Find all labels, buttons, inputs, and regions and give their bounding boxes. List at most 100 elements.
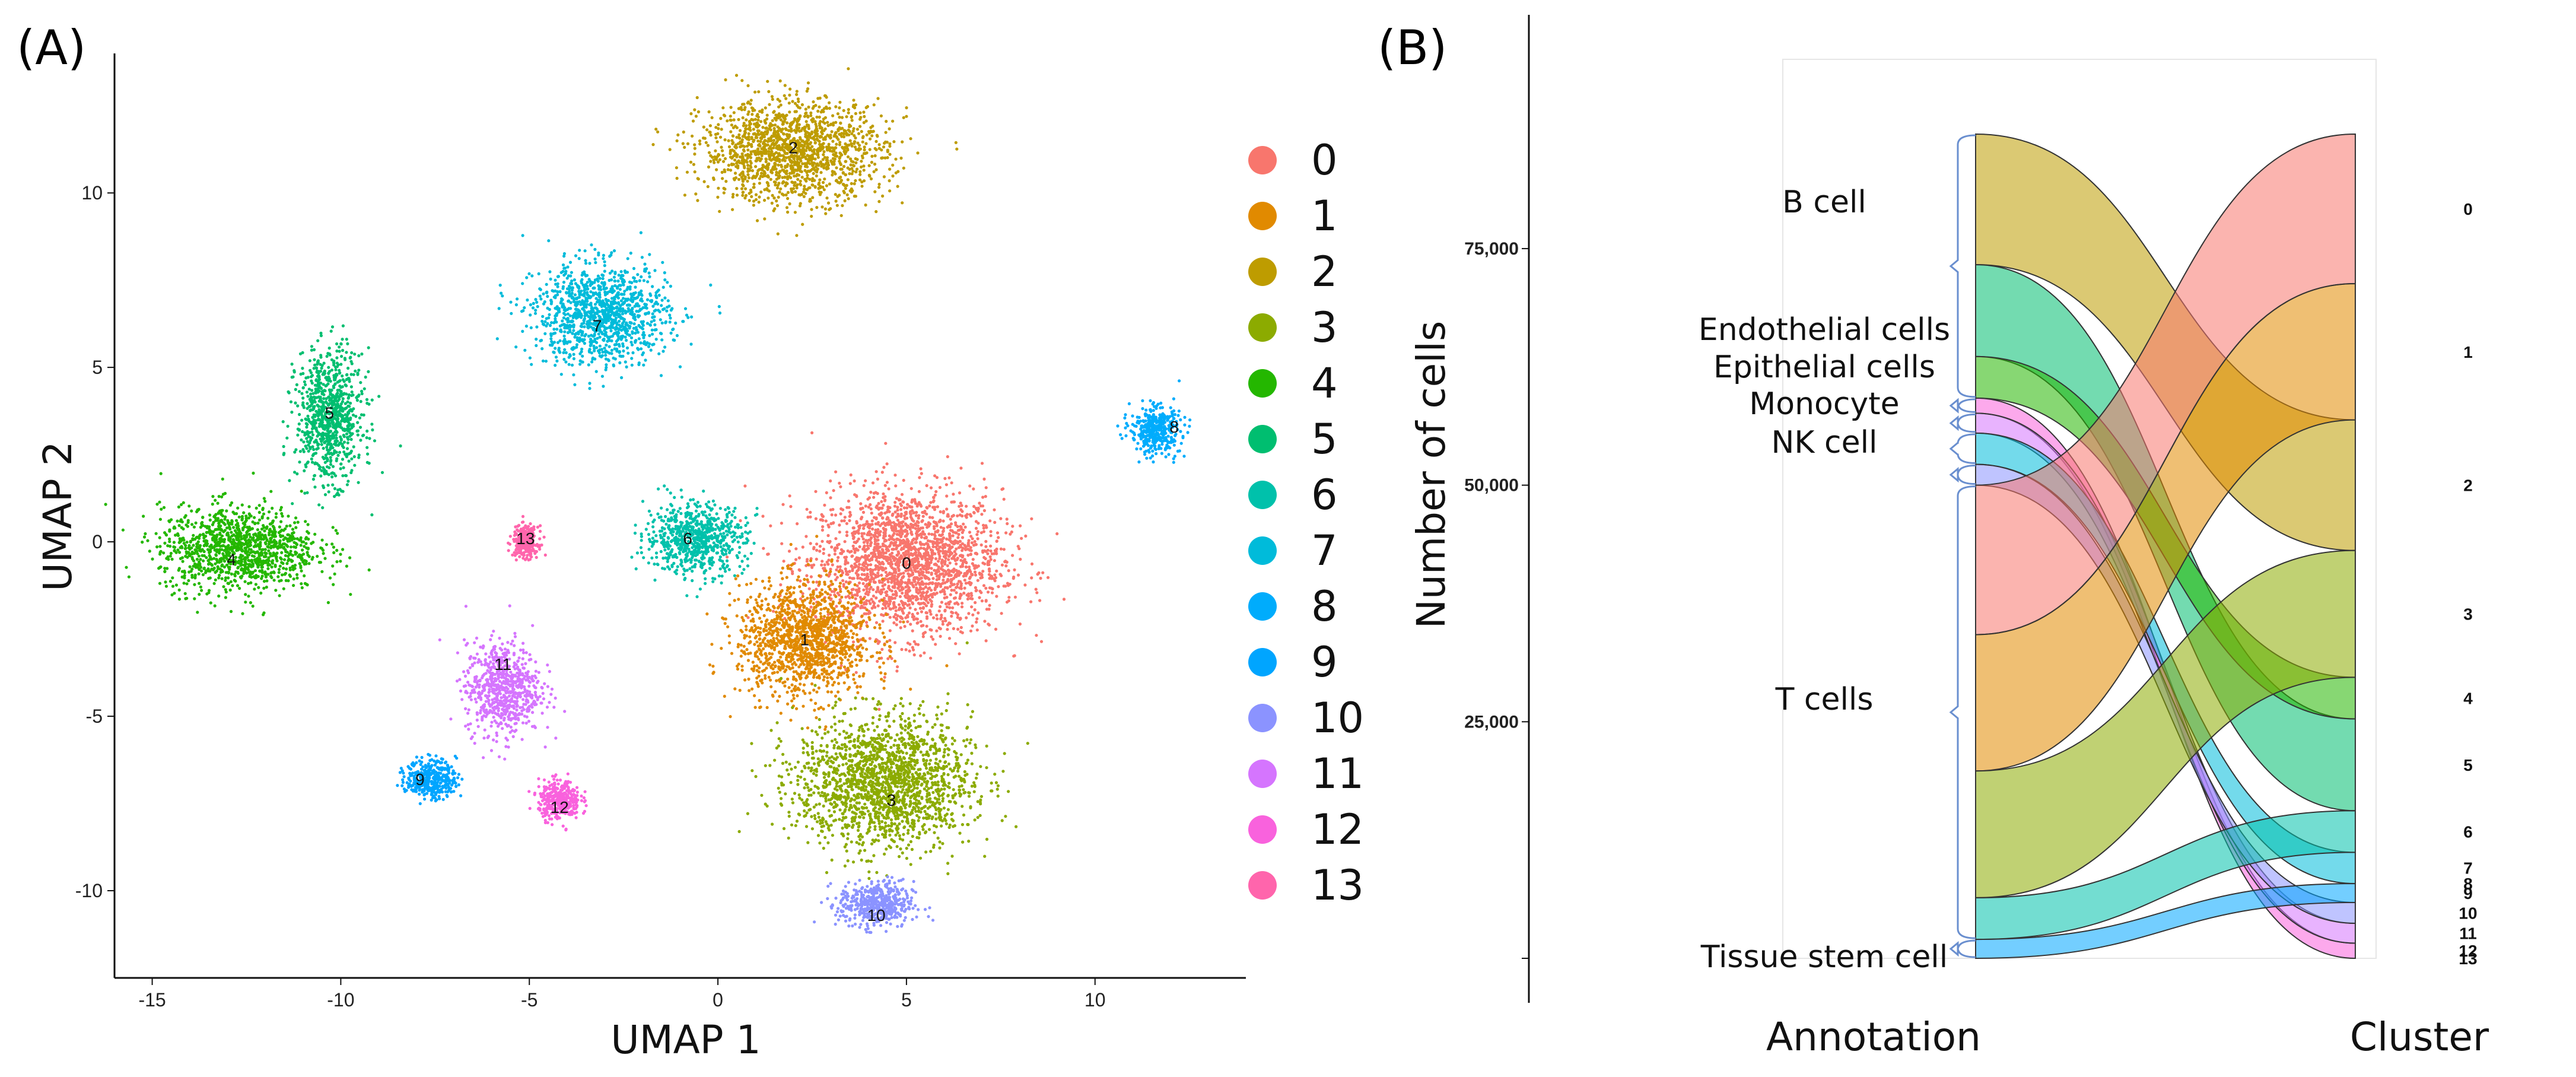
umap-point [854,179,857,183]
umap-point [729,106,733,109]
umap-point [915,523,918,528]
umap-point [877,640,881,643]
umap-point [942,529,945,533]
umap-point [759,631,762,634]
umap-point [961,602,964,605]
umap-point [862,672,866,676]
umap-point [795,234,799,237]
umap-point [963,525,967,529]
umap-point [794,110,798,113]
umap-point [779,628,783,631]
umap-point [997,536,1000,539]
umap-point [850,629,853,633]
umap-point [810,654,814,657]
umap-point [769,584,772,587]
umap-point [862,484,866,487]
umap-point [786,190,790,194]
umap-point [888,538,891,542]
umap-point [892,558,896,563]
umap-point [944,619,947,622]
umap-point [915,588,918,592]
umap-point [917,514,921,517]
umap-point [896,514,900,518]
umap-point [750,687,754,691]
umap-point [726,168,730,171]
umap-point [770,646,774,649]
umap-point [823,580,826,584]
umap-point [858,595,863,599]
umap-point [805,607,809,611]
umap-point [926,506,929,510]
umap-point [765,659,768,663]
umap-point [756,682,759,686]
umap-point [801,603,805,606]
umap-point [719,117,723,120]
umap-point [883,484,887,487]
umap-point [841,579,845,583]
umap-point [924,561,928,565]
umap-point [959,554,963,557]
umap-point [918,502,921,506]
umap-point [843,145,847,149]
umap-point [712,177,715,181]
umap-point [828,539,832,544]
umap-point [857,529,860,532]
umap-point [899,548,903,551]
umap-point [746,659,750,662]
umap-point [813,185,817,189]
umap-point [742,619,745,622]
umap-point [932,499,936,503]
umap-point [874,531,877,535]
umap-point [984,599,988,603]
umap-point [832,618,836,621]
umap-point [844,595,848,599]
umap-point [740,665,744,668]
umap-point [796,672,799,676]
umap-point [716,160,720,164]
umap-point [885,539,888,542]
umap-point [790,190,794,194]
umap-point [965,565,968,569]
umap-point [874,590,878,594]
umap-point [746,154,749,157]
umap-point [839,122,842,125]
umap-point [786,210,790,214]
umap-point [845,609,849,612]
umap-point [737,107,740,110]
umap-point [872,594,875,598]
umap-point [944,483,948,487]
umap-point [838,601,841,605]
umap-point [809,593,812,597]
umap-point [936,544,939,547]
umap-point [796,183,799,186]
umap-point [823,599,827,603]
umap-point [753,694,756,697]
umap-point [877,186,881,189]
umap-point [747,677,750,681]
umap-point [777,163,780,167]
umap-point [873,580,876,584]
umap-point [707,165,711,169]
umap-point [824,212,828,215]
umap-point [788,591,791,595]
umap-point [823,137,827,141]
umap-point [729,150,732,154]
umap-point [826,123,830,128]
umap-point [829,496,832,500]
umap-point [837,690,840,694]
umap-point [990,586,993,590]
umap-point [780,165,784,169]
umap-point [898,572,902,576]
umap-point [902,166,905,170]
umap-point [834,193,837,196]
umap-point [914,514,918,517]
umap-point [818,594,822,598]
umap-point [839,167,842,171]
umap-point [810,631,814,635]
umap-point [871,481,875,485]
umap-point [823,661,827,665]
umap-point [750,613,754,617]
umap-point [784,128,788,132]
umap-point [779,187,783,190]
